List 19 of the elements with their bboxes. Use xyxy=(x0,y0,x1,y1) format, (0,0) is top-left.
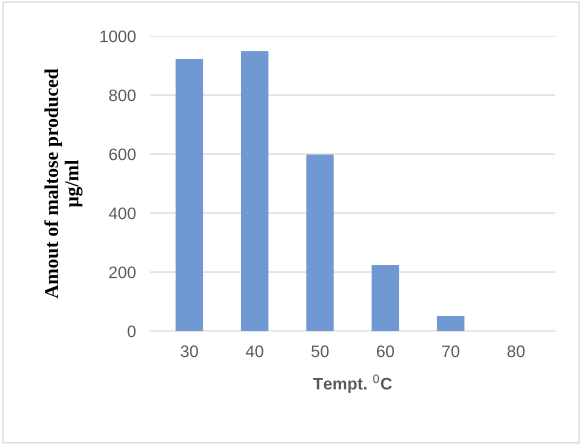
y-tick-label: 400 xyxy=(108,207,136,220)
x-tick-label: 70 xyxy=(442,345,460,358)
y-tick-label: 800 xyxy=(109,89,136,102)
x-axis-title: Tempt. $^{0}$C xyxy=(313,374,392,393)
x-tick-label: 50 xyxy=(311,345,329,358)
bar xyxy=(240,51,268,332)
x-tick-label: 60 xyxy=(376,345,394,358)
y-tick-label: 1000 xyxy=(100,30,136,42)
bar xyxy=(176,59,204,332)
bar xyxy=(372,264,400,332)
x-tick-label: 80 xyxy=(507,345,525,358)
y-tick-label: 200 xyxy=(109,266,136,278)
bar xyxy=(436,316,464,332)
bar xyxy=(306,154,334,332)
y-tick-label: 0 xyxy=(128,325,136,338)
y-axis-title: Amout of maltose produced μg/ml xyxy=(44,68,83,299)
x-tick-label: 40 xyxy=(246,345,264,358)
y-tick-label: 600 xyxy=(109,148,136,160)
x-tick-label: 30 xyxy=(180,345,198,358)
